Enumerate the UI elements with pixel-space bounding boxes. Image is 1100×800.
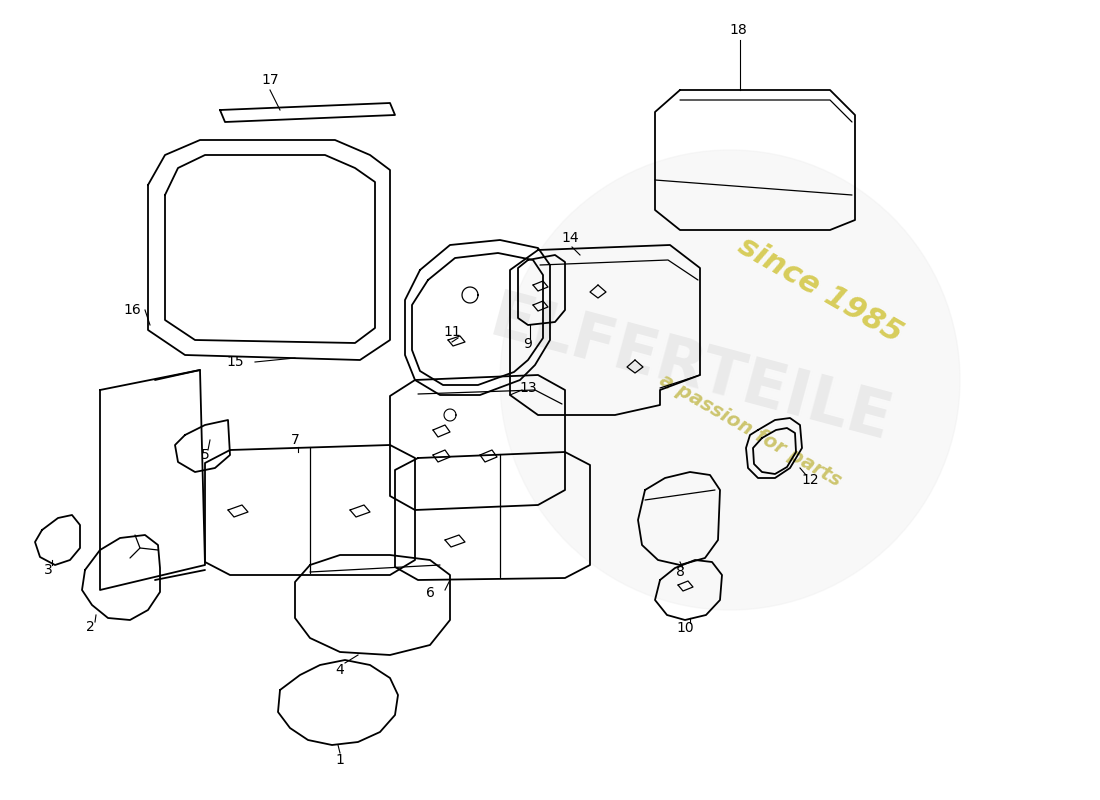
Text: 8: 8	[675, 565, 684, 579]
Text: 9: 9	[524, 337, 532, 351]
Text: 12: 12	[801, 473, 818, 487]
Text: 13: 13	[519, 381, 537, 395]
Text: a passion for parts: a passion for parts	[656, 370, 845, 490]
Circle shape	[500, 150, 960, 610]
Text: 10: 10	[676, 621, 694, 635]
Text: since 1985: since 1985	[733, 231, 908, 349]
Text: 5: 5	[200, 448, 209, 462]
Text: 14: 14	[561, 231, 579, 245]
Text: ELFERTEILE: ELFERTEILE	[483, 286, 898, 454]
Text: 16: 16	[123, 303, 141, 317]
Text: 18: 18	[729, 23, 747, 37]
Text: 1: 1	[336, 753, 344, 767]
Text: 15: 15	[227, 355, 244, 369]
Text: 2: 2	[86, 620, 95, 634]
Text: 4: 4	[336, 663, 344, 677]
Text: 7: 7	[290, 433, 299, 447]
Text: 17: 17	[261, 73, 278, 87]
Text: 11: 11	[443, 325, 461, 339]
Text: 6: 6	[426, 586, 434, 600]
Text: 3: 3	[44, 563, 53, 577]
